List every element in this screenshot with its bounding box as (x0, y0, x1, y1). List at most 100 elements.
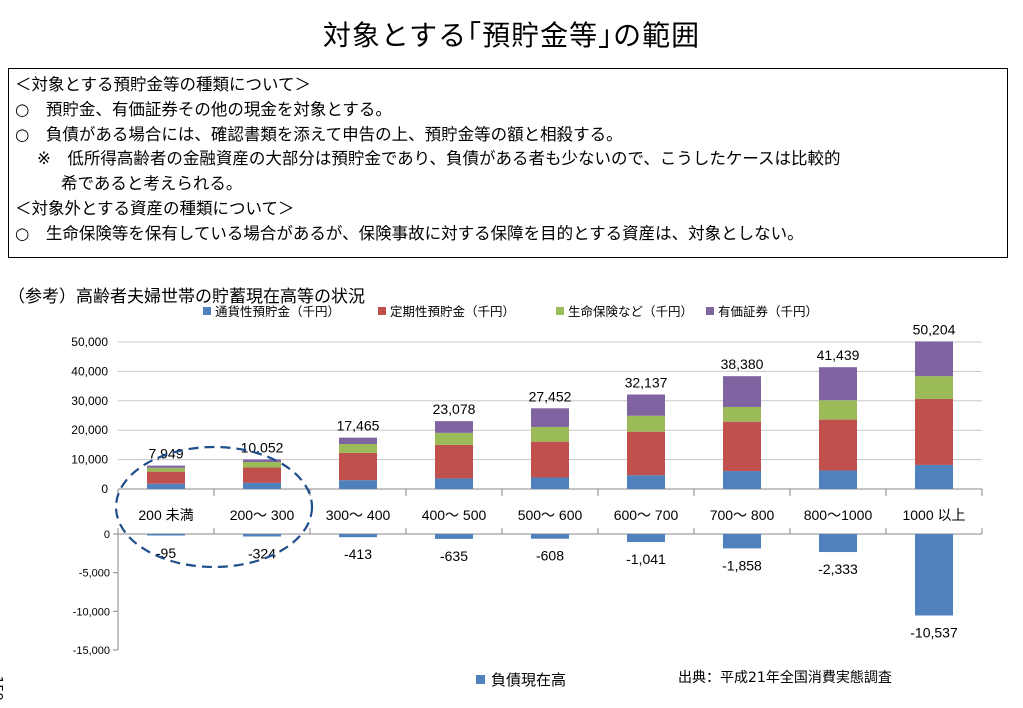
stacked-bar-segment (723, 421, 761, 472)
stacked-bar-segment (147, 483, 185, 489)
box-note: ※ 低所得高齢者の金融資産の大部分は預貯金であり、負債がある者も少ないので、こう… (37, 149, 841, 169)
stacked-bar-segment (627, 475, 665, 489)
category-label: 800～1000 (804, 507, 873, 523)
category-label: 600～ 700 (614, 507, 679, 523)
total-data-label: 38,380 (721, 356, 764, 372)
debt-value-label: -1,041 (626, 551, 666, 567)
upper-y-tick-label: 50,000 (71, 335, 108, 349)
stacked-bar-segment (147, 471, 185, 484)
stacked-bar-segment (339, 452, 377, 481)
debt-value-label: -635 (440, 548, 468, 564)
stacked-bar-segment (435, 478, 473, 489)
legend-swatch (706, 307, 714, 315)
debt-bar (435, 534, 473, 539)
legend-label: 有価証券（千円） (718, 304, 818, 319)
lower-y-tick-label: -10,000 (73, 606, 110, 618)
debt-bar (531, 534, 569, 539)
category-label: 200 未満 (138, 507, 193, 523)
stacked-bar-segment (339, 437, 377, 445)
stacked-bar-segment (243, 482, 281, 489)
stacked-bar-segment (915, 399, 953, 465)
category-label: 200～ 300 (230, 507, 295, 523)
total-data-label: 10,052 (241, 439, 284, 455)
stacked-bar-segment (819, 419, 857, 471)
debt-value-label: -413 (344, 546, 372, 562)
stacked-bar-segment (819, 470, 857, 489)
stacked-bar-segment (435, 432, 473, 445)
total-data-label: 17,465 (337, 418, 380, 434)
debt-bar (147, 534, 185, 536)
debt-value-label: -95 (156, 545, 176, 561)
debt-bar (243, 534, 281, 537)
lower-y-tick-label: -5,000 (79, 568, 110, 580)
upper-y-tick-label: 20,000 (71, 423, 108, 437)
debt-bar (627, 534, 665, 543)
upper-y-tick-label: 40,000 (71, 364, 108, 378)
stacked-bar-segment (627, 415, 665, 432)
debt-legend-label: 負債現在高 (491, 672, 566, 689)
stacked-bar-segment (147, 467, 185, 472)
stacked-bar-segment (819, 400, 857, 420)
stacked-bar-segment (915, 341, 953, 377)
stacked-bar-segment (147, 465, 185, 468)
debt-bar (723, 534, 761, 549)
debt-legend-swatch (476, 675, 485, 684)
stacked-bar-segment (531, 426, 569, 442)
legend-swatch (556, 307, 564, 315)
upper-y-tick-label: 10,000 (71, 453, 108, 467)
stacked-bar-segment (339, 480, 377, 489)
page-title: 対象とする｢預貯金等｣の範囲 (322, 19, 701, 52)
box-note-continued: 希であると考えられる。 (61, 174, 243, 194)
debt-value-label: -1,858 (722, 557, 762, 573)
debt-value-label: -10,537 (910, 624, 958, 640)
stacked-bar-segment (819, 367, 857, 401)
legend-swatch (378, 307, 386, 315)
total-data-label: 32,137 (625, 375, 668, 391)
legend-swatch (203, 307, 211, 315)
lower-y-tick-label: 0 (104, 529, 110, 541)
stacked-bar-segment (243, 461, 281, 468)
stacked-bar-segment (723, 471, 761, 489)
stacked-bar-segment (627, 431, 665, 476)
debt-value-label: -608 (536, 548, 564, 564)
stacked-bar-segment (435, 421, 473, 433)
stacked-bar-segment (915, 464, 953, 489)
stacked-bar-segment (531, 441, 569, 478)
legend-label: 通貨性預貯金（千円） (215, 304, 340, 319)
total-data-label: 23,078 (433, 401, 476, 417)
reference-label: （参考）高齢者夫婦世帯の貯蓄現在高等の状況 (8, 287, 365, 307)
box-item-debt: ○ 負債がある場合には、確認書類を添えて申告の上、預貯金等の額と相殺する。 (15, 124, 623, 144)
upper-y-tick-label: 0 (101, 482, 108, 496)
total-data-label: 41,439 (817, 347, 860, 363)
highlight-ellipse (114, 445, 314, 569)
upper-y-tick-label: 30,000 (71, 394, 108, 408)
category-label: 300～ 400 (326, 507, 391, 523)
stacked-bar-segment (531, 408, 569, 427)
debt-value-label: -324 (248, 546, 276, 562)
lower-y-tick-label: -15,000 (73, 645, 110, 657)
legend-label: 定期性預貯金（千円） (390, 304, 515, 319)
category-label: 400～ 500 (422, 507, 487, 523)
stacked-bar-segment (435, 444, 473, 479)
box-item-savings: ○ 預貯金、有価証券その他の現金を対象とする。 (15, 99, 392, 119)
debt-bar (339, 534, 377, 538)
debt-bar (915, 534, 953, 616)
box-heading-included: ＜対象とする預貯金等の種類について＞ (15, 75, 312, 94)
stacked-bar-segment (339, 444, 377, 453)
stacked-bar-segment (723, 406, 761, 422)
category-label: 1000 以上 (902, 507, 965, 523)
stacked-bar-segment (531, 477, 569, 489)
scope-description-box: ＜対象とする預貯金等の種類について＞ ○ 預貯金、有価証券その他の現金を対象とす… (8, 68, 1008, 258)
debt-value-label: -2,333 (818, 561, 858, 577)
stacked-bar-segment (243, 459, 281, 462)
stacked-bar-segment (627, 394, 665, 416)
total-data-label: 50,204 (913, 321, 956, 337)
stacked-bar-segment (243, 467, 281, 483)
source-note: 出典：平成21年全国消費実態調査 (678, 670, 892, 686)
stacked-bar-segment (915, 376, 953, 400)
box-item-insurance: ○ 生命保険等を保有している場合があるが、保険事故に対する保障を目的とする資産は… (15, 223, 804, 243)
debt-bar (819, 534, 857, 553)
stacked-bar-segment (723, 376, 761, 407)
category-label: 700～ 800 (710, 507, 775, 523)
